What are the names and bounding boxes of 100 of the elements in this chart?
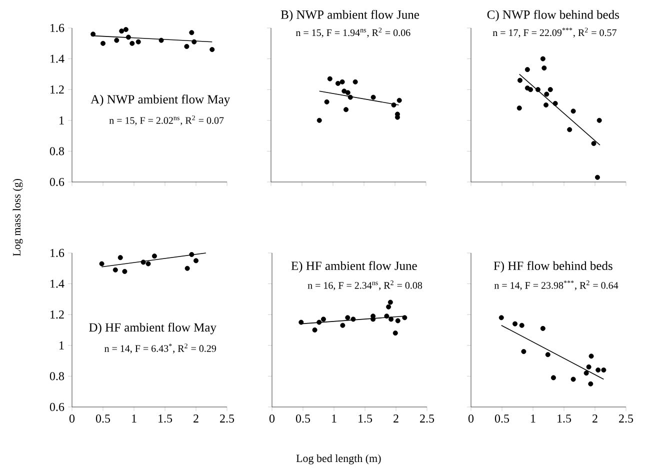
point bbox=[320, 316, 326, 322]
chart-title: B) NWP ambient flow June bbox=[280, 10, 420, 22]
point bbox=[517, 78, 522, 83]
point bbox=[594, 174, 600, 180]
point bbox=[100, 40, 106, 46]
y-tick-label: 1 bbox=[60, 341, 64, 350]
chart-subtitle: n = 17, F = 22.09$^{***}$, R$^{2}$ = 0.57 bbox=[492, 28, 616, 38]
point bbox=[528, 87, 534, 92]
point bbox=[189, 252, 194, 258]
point bbox=[345, 315, 350, 320]
point bbox=[316, 320, 322, 325]
text: n = 16, F = 2.34$^{ns}$, R$^{2}$ = 0.08 bbox=[308, 280, 422, 290]
point bbox=[552, 100, 558, 106]
point bbox=[99, 261, 104, 266]
point bbox=[586, 364, 592, 370]
point bbox=[192, 39, 197, 44]
x-tick-label: 0 bbox=[69, 414, 75, 423]
point bbox=[344, 107, 349, 112]
point bbox=[210, 47, 215, 52]
x-tick-label: 1 bbox=[132, 414, 136, 422]
x-tick-label: 2.5 bbox=[220, 414, 234, 423]
text: F) HF flow behind beds bbox=[494, 261, 612, 273]
point bbox=[512, 321, 518, 326]
x-tick-label: 1 bbox=[332, 414, 336, 422]
point bbox=[548, 87, 553, 92]
point bbox=[544, 102, 549, 108]
x-tick-label: 2 bbox=[592, 414, 598, 422]
point bbox=[298, 320, 304, 325]
x-tick-label: 0.5 bbox=[494, 414, 510, 423]
point bbox=[340, 79, 345, 84]
text: A) NWP ambient flow May bbox=[90, 94, 230, 106]
point bbox=[498, 315, 504, 320]
point bbox=[521, 349, 526, 354]
point bbox=[136, 39, 141, 44]
point bbox=[352, 79, 358, 84]
point bbox=[570, 108, 576, 114]
point bbox=[312, 327, 318, 332]
point bbox=[370, 94, 376, 100]
y-tick-label: 0.8 bbox=[50, 372, 64, 380]
point bbox=[402, 315, 408, 320]
point bbox=[584, 370, 589, 376]
y-tick-label: 1.6 bbox=[50, 248, 64, 258]
text: n = 15, F = 2.02$^{ns}$, R$^{2}$ = 0.07 bbox=[109, 116, 224, 126]
point bbox=[524, 67, 530, 72]
y-tick-label: 0.6 bbox=[50, 178, 64, 186]
x-tick-label: 2.5 bbox=[420, 414, 434, 423]
y-tick-label: 1.6 bbox=[50, 24, 64, 32]
point bbox=[396, 98, 402, 103]
y-tick-label: 1.2 bbox=[50, 86, 64, 94]
point bbox=[126, 34, 131, 40]
x-tick-label: 0.5 bbox=[296, 414, 310, 423]
point bbox=[384, 314, 390, 319]
point bbox=[516, 106, 522, 111]
point bbox=[596, 118, 602, 123]
point bbox=[184, 266, 190, 271]
y-tick-label: 1.4 bbox=[50, 54, 64, 63]
point bbox=[342, 88, 347, 94]
point bbox=[348, 94, 353, 100]
text: E) HF ambient flow June bbox=[291, 261, 417, 273]
point bbox=[194, 258, 199, 264]
point bbox=[119, 28, 124, 34]
point bbox=[388, 316, 394, 322]
point bbox=[567, 127, 572, 132]
y-tick-label: 0.6 bbox=[50, 402, 64, 412]
point bbox=[345, 90, 350, 96]
point bbox=[588, 354, 594, 359]
x-axis-title: Log bed length (m) bbox=[296, 454, 381, 464]
point bbox=[386, 304, 392, 310]
point bbox=[189, 30, 194, 36]
point bbox=[545, 352, 550, 358]
point bbox=[542, 66, 547, 71]
point bbox=[540, 56, 546, 62]
y-tick-label: 1.4 bbox=[50, 280, 64, 288]
y-tick-label: 0.8 bbox=[50, 147, 64, 156]
point bbox=[570, 376, 576, 382]
chart-subtitle: n = 15, F = 1.94$^{ns}$, R$^{2}$ = 0.06 bbox=[296, 28, 410, 38]
point bbox=[327, 76, 332, 82]
x-tick-label: 0 bbox=[468, 414, 474, 423]
point bbox=[391, 102, 396, 108]
point bbox=[540, 326, 546, 331]
point bbox=[601, 368, 606, 373]
x-tick-label: 1 bbox=[531, 414, 536, 422]
y-tick-label: 1 bbox=[60, 116, 64, 124]
point bbox=[122, 268, 128, 274]
point bbox=[140, 260, 146, 265]
point bbox=[335, 80, 340, 86]
x-tick-label: 1.5 bbox=[158, 414, 172, 423]
point bbox=[152, 254, 157, 259]
point bbox=[90, 32, 96, 37]
text: D) HF ambient flow May bbox=[89, 322, 216, 334]
point bbox=[114, 38, 120, 43]
point bbox=[544, 92, 550, 97]
point bbox=[118, 255, 123, 260]
x-tick-label: 2 bbox=[194, 414, 198, 422]
point bbox=[158, 38, 164, 43]
x-tick-label: 2.5 bbox=[619, 414, 634, 423]
chart-title: C) NWP flow behind beds bbox=[487, 10, 619, 22]
point bbox=[535, 87, 540, 92]
point bbox=[316, 118, 322, 123]
point bbox=[123, 27, 128, 32]
